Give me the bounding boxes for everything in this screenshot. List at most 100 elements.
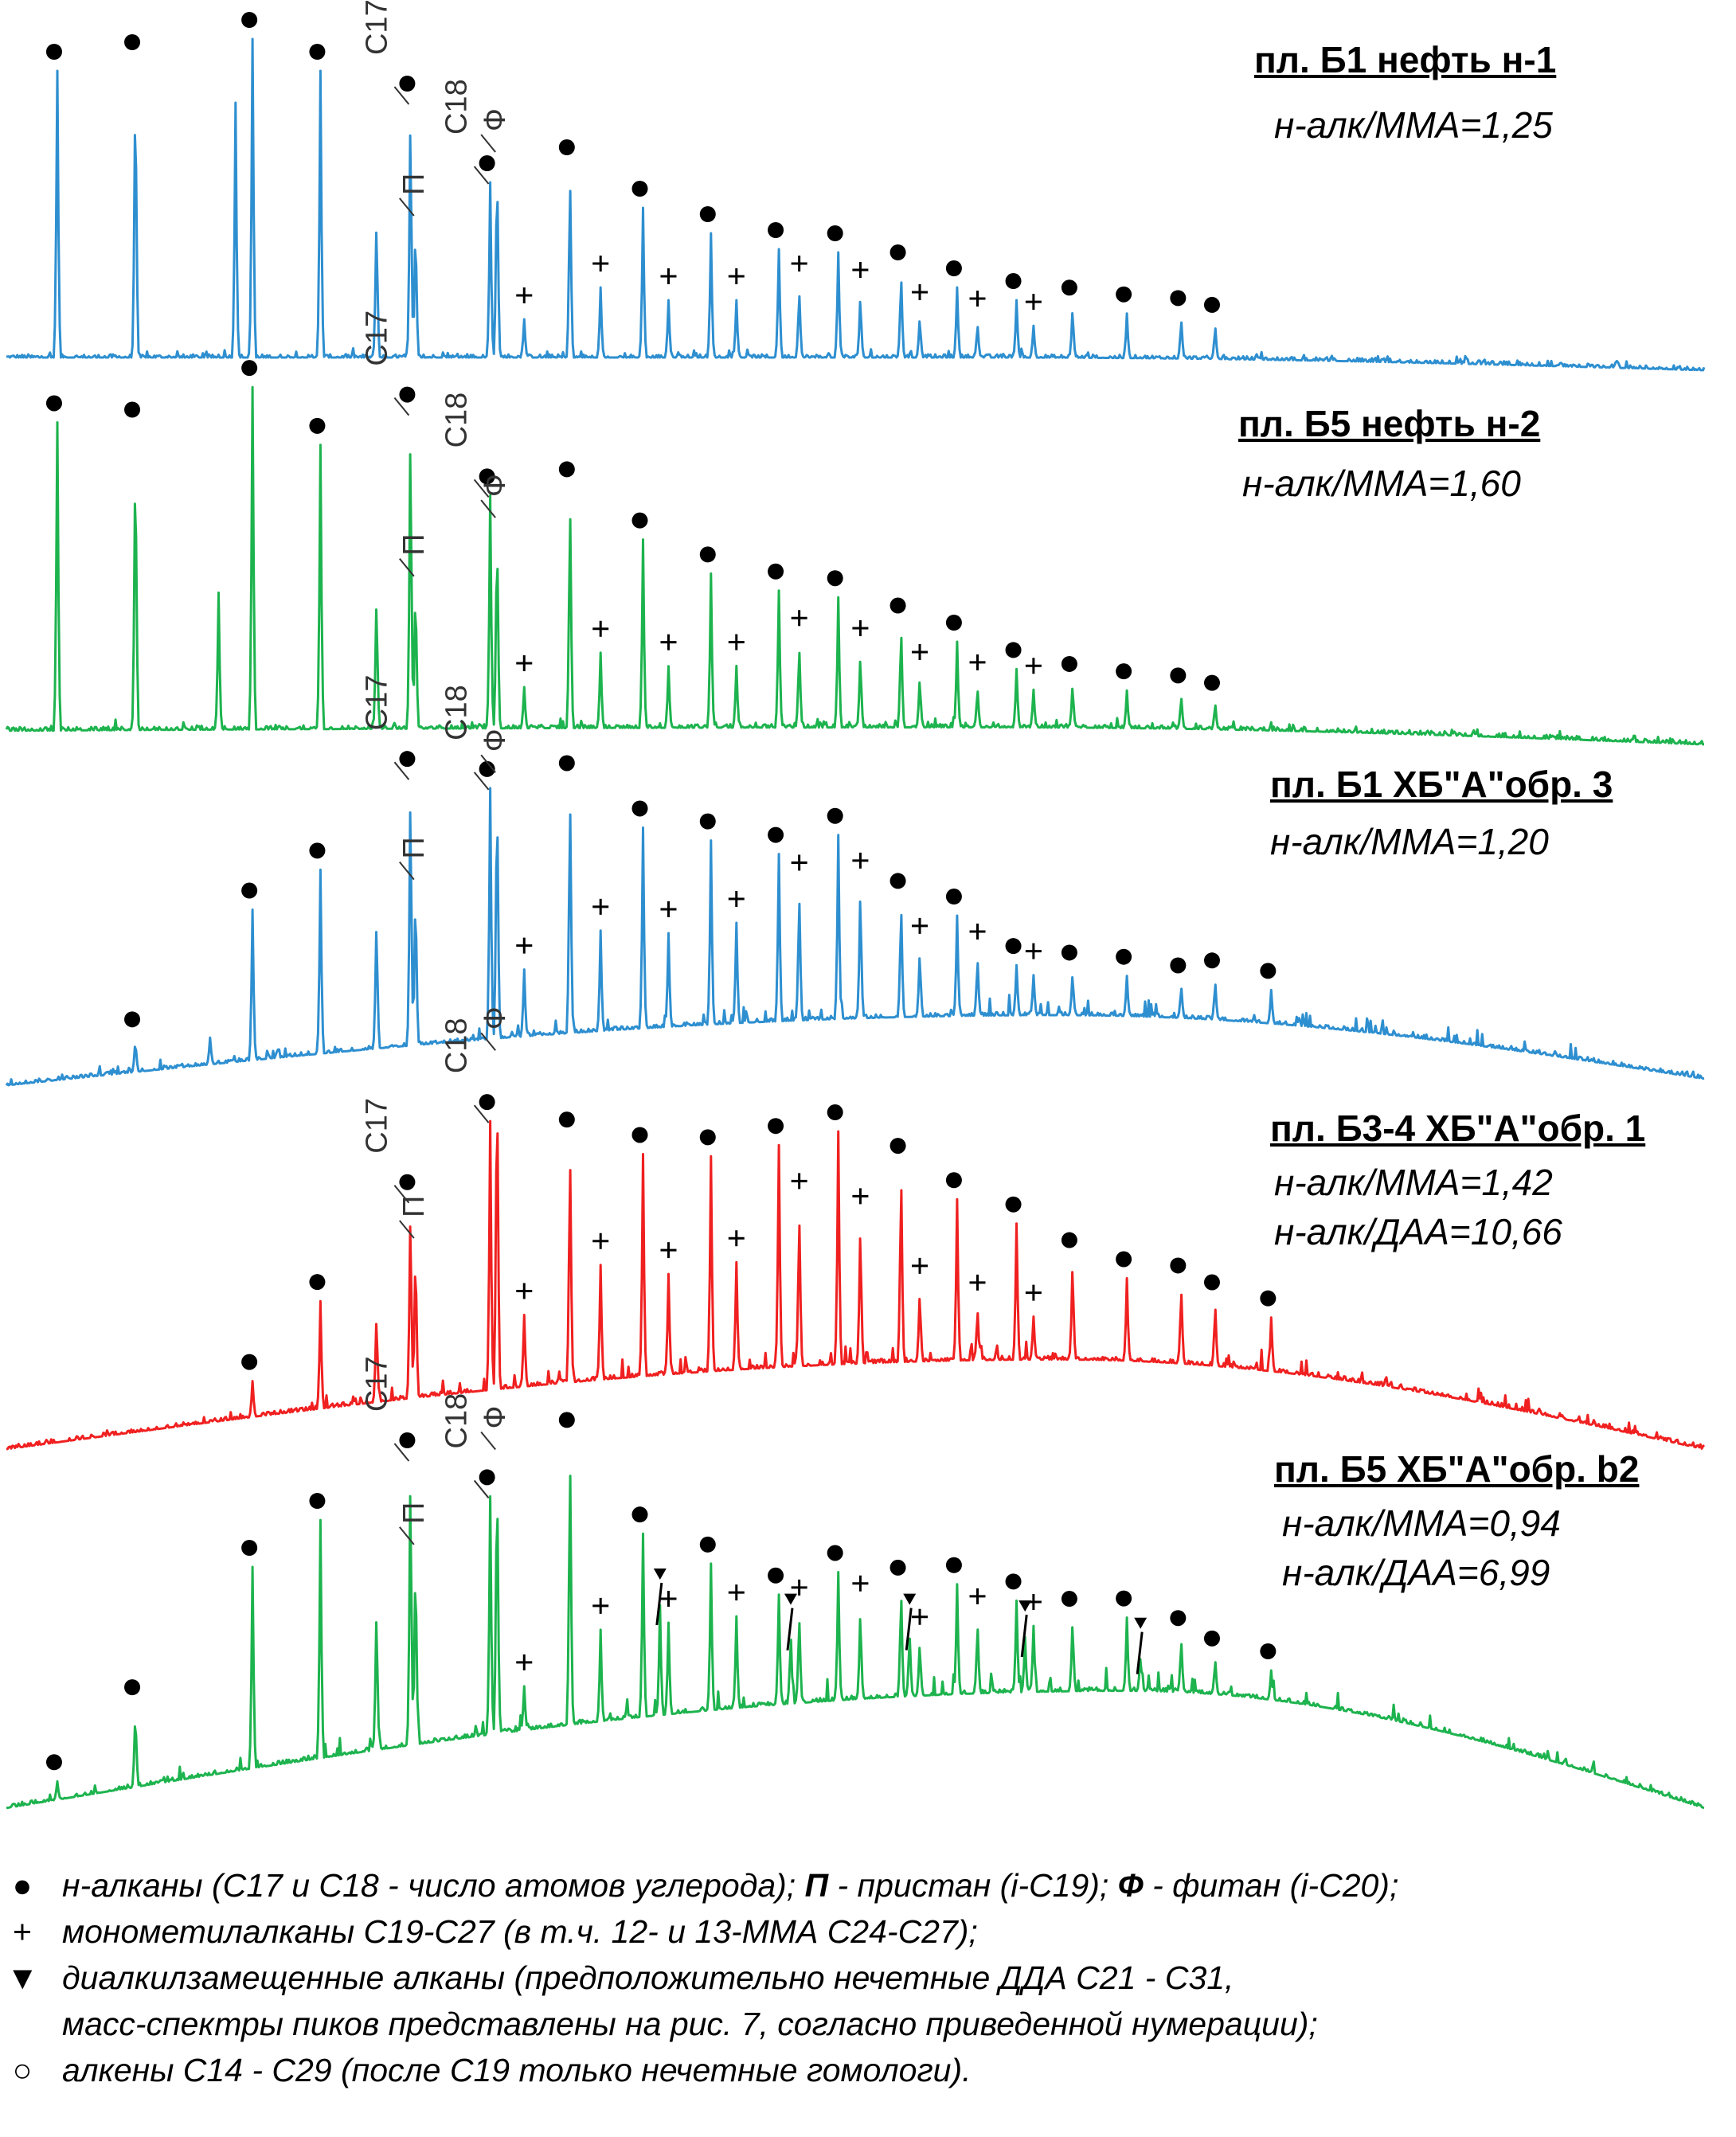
n-alkane-marker — [1170, 667, 1187, 684]
mma-marker — [912, 284, 929, 300]
down-triangle-icon: ▼ — [6, 1959, 39, 1996]
peak-label: C18 — [440, 1393, 474, 1449]
n-alkane-marker — [890, 1559, 906, 1576]
daa-marker — [653, 1569, 667, 1580]
mma-marker — [592, 1597, 609, 1614]
mma-marker — [728, 891, 745, 908]
n-alkane-marker — [699, 1129, 716, 1146]
n-alkane-marker — [827, 1104, 843, 1121]
daa-marker — [1134, 1617, 1148, 1629]
n-alkane-marker — [1005, 273, 1022, 290]
mma-marker — [852, 262, 869, 278]
mma-marker — [912, 1608, 929, 1625]
n-alkane-marker — [1116, 286, 1132, 303]
chromatogram-trace — [5, 385, 1704, 746]
n-alkane-marker — [699, 813, 716, 830]
n-alkane-marker — [768, 826, 784, 843]
mma-marker — [912, 644, 929, 661]
panel-ratio: н-алк/ДАА=10,66 — [1274, 1211, 1562, 1252]
n-alkane-marker — [827, 807, 843, 824]
n-alkane-marker — [768, 1567, 784, 1584]
legend-text: алкены С14 - С29 (после С19 только нечет… — [62, 2052, 972, 2088]
n-alkane-marker — [1260, 1290, 1277, 1307]
peak-label-leader — [480, 754, 496, 773]
n-alkane-marker — [945, 1172, 962, 1189]
mma-marker — [912, 1257, 929, 1274]
n-alkane-marker — [124, 1011, 141, 1028]
n-alkane-marker — [1061, 1591, 1077, 1608]
mma-marker — [852, 852, 869, 869]
n-alkane-marker — [479, 1469, 495, 1486]
peak-label: П — [397, 1502, 431, 1524]
n-alkane-marker — [1116, 663, 1132, 680]
mma-marker — [660, 1590, 677, 1607]
legend-pristane-symbol: П — [804, 1867, 829, 1904]
daa-marker — [784, 1593, 797, 1605]
peak-label-leader — [393, 1185, 410, 1204]
peak-label: Ф — [479, 1406, 512, 1429]
mma-marker — [791, 854, 807, 871]
n-alkane-marker — [1203, 296, 1220, 313]
peak-label: C18 — [440, 1018, 474, 1073]
n-alkane-marker — [945, 260, 962, 276]
n-alkane-marker — [945, 1557, 962, 1573]
daa-leader — [655, 1582, 663, 1626]
n-alkane-marker — [124, 1679, 141, 1696]
panel-title: пл. Б5 нефть н-2 — [1238, 403, 1541, 444]
peak-label: C17 — [360, 311, 393, 366]
n-alkane-marker — [1203, 952, 1220, 969]
peak-label-leader — [473, 1479, 490, 1499]
n-alkane-marker — [1005, 938, 1022, 955]
peak-label-leader — [473, 479, 490, 498]
open-circle-icon: ○ — [12, 2052, 33, 2088]
n-alkane-marker — [631, 181, 648, 197]
n-alkane-marker — [241, 1354, 258, 1370]
n-alkane-marker — [558, 461, 575, 478]
peak-label: П — [397, 1196, 431, 1217]
n-alkane-marker — [1116, 1590, 1132, 1607]
panel-ratio: н-алк/ММА=1,60 — [1242, 463, 1521, 504]
n-alkane-marker — [827, 225, 843, 241]
peak-label: C18 — [440, 685, 474, 740]
chromatogram-panel: C17 П C18 Ф — [5, 311, 1704, 746]
mma-marker — [969, 291, 986, 307]
panel-ratio: н-алк/ММА=1,25 — [1274, 104, 1553, 146]
n-alkane-marker — [1170, 1610, 1187, 1627]
n-alkane-marker — [1170, 957, 1187, 974]
peak-label-leader — [393, 761, 410, 780]
n-alkane-marker — [945, 615, 962, 631]
legend-text: - пристан (i-С19); — [828, 1867, 1118, 1904]
mma-marker — [1025, 294, 1042, 311]
chromatogram-trace — [6, 1119, 1706, 1451]
mma-marker — [516, 1283, 533, 1299]
n-alkane-marker — [699, 206, 716, 222]
n-alkane-marker — [1203, 674, 1220, 691]
legend-text: диалкилзамещенные алканы (предположитель… — [62, 1959, 1234, 1996]
plus-icon: + — [13, 1913, 32, 1950]
mma-marker — [1025, 1594, 1042, 1611]
n-alkane-marker — [1061, 655, 1077, 672]
peak-label: Ф — [479, 729, 512, 752]
peak-label: C17 — [360, 674, 393, 730]
n-alkane-marker — [1005, 1573, 1022, 1590]
n-alkane-marker — [558, 755, 575, 772]
n-alkane-marker — [241, 360, 258, 377]
n-alkane-marker — [45, 44, 62, 60]
n-alkane-marker — [241, 1540, 258, 1557]
n-alkane-marker — [558, 139, 575, 155]
n-alkane-marker — [768, 1118, 784, 1135]
n-alkane-marker — [309, 1274, 326, 1291]
mma-marker — [1025, 943, 1042, 959]
n-alkane-marker — [631, 512, 648, 529]
peak-label-leader — [393, 86, 410, 105]
n-alkane-marker — [309, 1493, 326, 1510]
mma-marker — [728, 1584, 745, 1601]
chromatogram-trace — [5, 787, 1705, 1087]
n-alkane-marker — [241, 882, 258, 899]
chromatogram-trace — [6, 1475, 1705, 1810]
mma-marker — [592, 898, 609, 915]
n-alkane-marker — [399, 386, 416, 403]
mma-marker — [592, 256, 609, 272]
n-alkane-marker — [399, 751, 416, 768]
n-alkane-marker — [1260, 1643, 1277, 1660]
